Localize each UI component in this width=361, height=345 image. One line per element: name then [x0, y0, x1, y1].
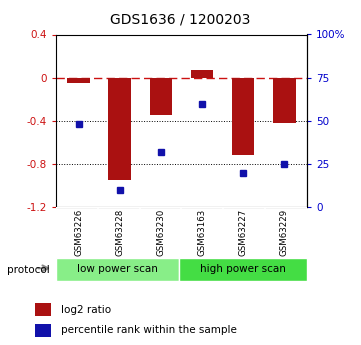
Bar	[35, 324, 51, 337]
Text: GSM63229: GSM63229	[280, 208, 289, 256]
Text: log2 ratio: log2 ratio	[61, 305, 111, 315]
Text: protocol: protocol	[7, 265, 50, 275]
Bar	[273, 78, 296, 123]
Bar	[108, 78, 131, 180]
Bar	[232, 78, 255, 155]
Bar	[35, 303, 51, 316]
Bar	[67, 78, 90, 83]
Bar	[191, 70, 213, 78]
Text: GSM63163: GSM63163	[197, 208, 206, 256]
Text: high power scan: high power scan	[200, 265, 286, 274]
Text: low power scan: low power scan	[77, 265, 158, 274]
Text: GSM63227: GSM63227	[239, 208, 248, 256]
Text: GSM63228: GSM63228	[115, 208, 124, 256]
Text: GSM63226: GSM63226	[74, 208, 83, 256]
Bar	[149, 78, 172, 115]
Bar	[179, 258, 307, 281]
Text: GDS1636 / 1200203: GDS1636 / 1200203	[110, 12, 251, 26]
Bar	[56, 258, 179, 281]
Text: percentile rank within the sample: percentile rank within the sample	[61, 325, 236, 335]
Text: GSM63230: GSM63230	[156, 208, 165, 256]
